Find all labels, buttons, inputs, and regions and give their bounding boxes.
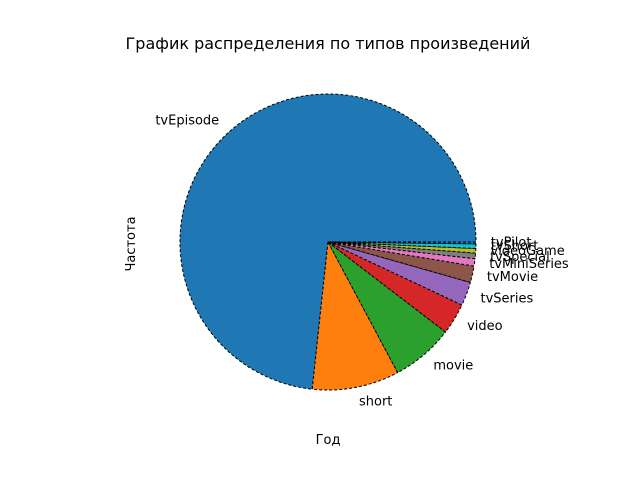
x-axis-label: Год bbox=[316, 433, 341, 448]
pie-label-tvEpisode: tvEpisode bbox=[155, 113, 219, 128]
pie-label-videoGame: videoGame bbox=[491, 244, 565, 259]
pie-label-short: short bbox=[359, 394, 392, 409]
pie-label-tvPilot: tvPilot bbox=[491, 236, 532, 251]
pie-slice-short bbox=[311, 240, 399, 391]
pie-slices bbox=[179, 93, 477, 391]
pie-label-video: video bbox=[467, 319, 503, 334]
pie-label-tvMiniSeries: tvMiniSeries bbox=[489, 257, 569, 272]
pie-slice-video bbox=[327, 241, 463, 333]
pie-slice-videoGame bbox=[327, 241, 477, 254]
pie-label-tvMovie: tvMovie bbox=[487, 270, 538, 285]
pie-label-tvSeries: tvSeries bbox=[480, 292, 533, 307]
pie-label-movie: movie bbox=[433, 359, 473, 374]
chart-title: График распределения по типов произведен… bbox=[126, 34, 531, 53]
pie-slice-tvSeries bbox=[327, 241, 471, 306]
pie-slice-tvMovie bbox=[327, 241, 475, 284]
pie-labels: tvEpisodeshortmovievideotvSeriestvMoviet… bbox=[155, 113, 569, 409]
pie-label-tvSpecial: tvSpecial bbox=[490, 250, 550, 265]
pie-slice-tvSpecial bbox=[327, 241, 477, 260]
y-axis-label: Частота bbox=[124, 216, 139, 271]
pie-slice-tvPilot bbox=[327, 241, 477, 245]
pie-label-tvShort: tvShort bbox=[491, 239, 539, 254]
